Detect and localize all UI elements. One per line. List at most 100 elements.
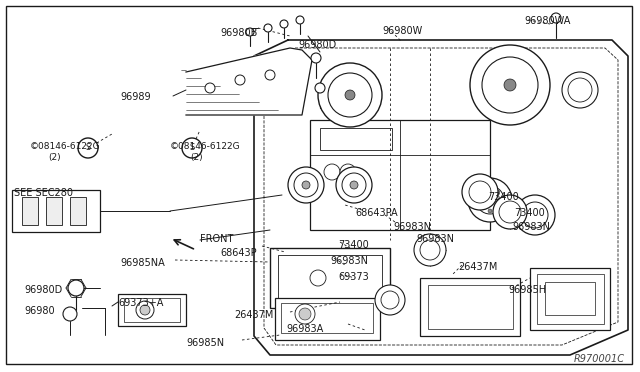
Bar [320,128,392,150]
Circle shape [468,178,512,222]
Text: 96980D: 96980D [298,40,336,50]
Circle shape [294,173,318,197]
Circle shape [350,181,358,189]
Text: 96985N: 96985N [186,338,224,348]
Circle shape [480,190,484,194]
Text: 73400: 73400 [514,208,545,218]
Bar [46,197,62,225]
Circle shape [496,190,500,194]
Polygon shape [186,48,312,115]
Circle shape [311,53,321,63]
Bar [428,285,513,329]
Circle shape [568,78,592,102]
Circle shape [381,291,399,309]
Text: 96983N: 96983N [393,222,431,232]
Bar [310,120,490,230]
Circle shape [328,73,372,117]
Circle shape [480,206,484,210]
Circle shape [476,186,504,214]
Text: 68643PA: 68643PA [355,208,397,218]
Bar [281,303,373,333]
Circle shape [551,13,561,23]
Bar [278,255,382,301]
Bar [118,294,186,326]
Text: ©08146-6122G: ©08146-6122G [30,142,100,151]
Circle shape [493,195,527,229]
Text: 26437M: 26437M [234,310,273,320]
Text: ©08146-6122G: ©08146-6122G [170,142,241,151]
Circle shape [522,202,548,228]
Bar [545,282,595,315]
Circle shape [469,181,491,203]
Circle shape [78,138,98,158]
Bar [22,197,38,225]
Circle shape [420,240,440,260]
Circle shape [182,138,202,158]
Text: S: S [189,144,195,153]
Text: 96985NA: 96985NA [120,258,164,268]
Text: 96980D: 96980D [24,285,62,295]
Circle shape [515,195,555,235]
Text: 96980WA: 96980WA [524,16,570,26]
Circle shape [136,301,154,319]
Bar [124,298,180,322]
Circle shape [140,305,150,315]
Circle shape [296,16,304,24]
Circle shape [340,164,356,180]
Circle shape [63,307,77,321]
Circle shape [310,270,326,286]
Bar [270,248,390,308]
Text: 96980W: 96980W [382,26,422,36]
Bar [70,197,86,225]
Circle shape [477,198,481,202]
Bar [537,274,604,324]
Circle shape [315,83,325,93]
Text: (2): (2) [48,153,61,162]
Text: 68643P: 68643P [220,248,257,258]
Circle shape [324,164,340,180]
Bar [530,268,610,330]
Circle shape [470,45,550,125]
Circle shape [336,167,372,203]
Text: 96983A: 96983A [286,324,323,334]
Circle shape [375,285,405,315]
Text: 96985H: 96985H [508,285,546,295]
Text: 96983N: 96983N [512,222,550,232]
Text: 96989: 96989 [120,92,150,102]
Text: 96980B: 96980B [220,28,257,38]
Circle shape [414,234,446,266]
Circle shape [499,201,521,223]
Circle shape [345,90,355,100]
Circle shape [288,167,324,203]
Circle shape [496,206,500,210]
Circle shape [488,209,492,213]
Circle shape [295,304,315,324]
Text: 69373+A: 69373+A [118,298,163,308]
Circle shape [482,57,538,113]
Bar [12,190,100,232]
Circle shape [235,75,245,85]
Circle shape [504,79,516,91]
Circle shape [302,181,310,189]
Text: 26437M: 26437M [458,262,497,272]
Text: SEE SEC280: SEE SEC280 [14,188,73,198]
Circle shape [246,28,254,36]
Circle shape [264,24,272,32]
Circle shape [499,198,503,202]
Text: 96980: 96980 [24,306,54,316]
Bar [275,298,380,340]
Text: (2): (2) [190,153,203,162]
Circle shape [205,83,215,93]
Text: R970001C: R970001C [574,354,625,364]
Text: 73400: 73400 [488,192,519,202]
Text: S: S [85,144,91,153]
Bar [420,278,520,336]
Circle shape [342,173,366,197]
Circle shape [562,72,598,108]
Text: 96983N: 96983N [416,234,454,244]
Circle shape [462,174,498,210]
Circle shape [488,187,492,191]
Text: 96983N: 96983N [330,256,368,266]
Circle shape [280,20,288,28]
Text: 73400: 73400 [338,240,369,250]
